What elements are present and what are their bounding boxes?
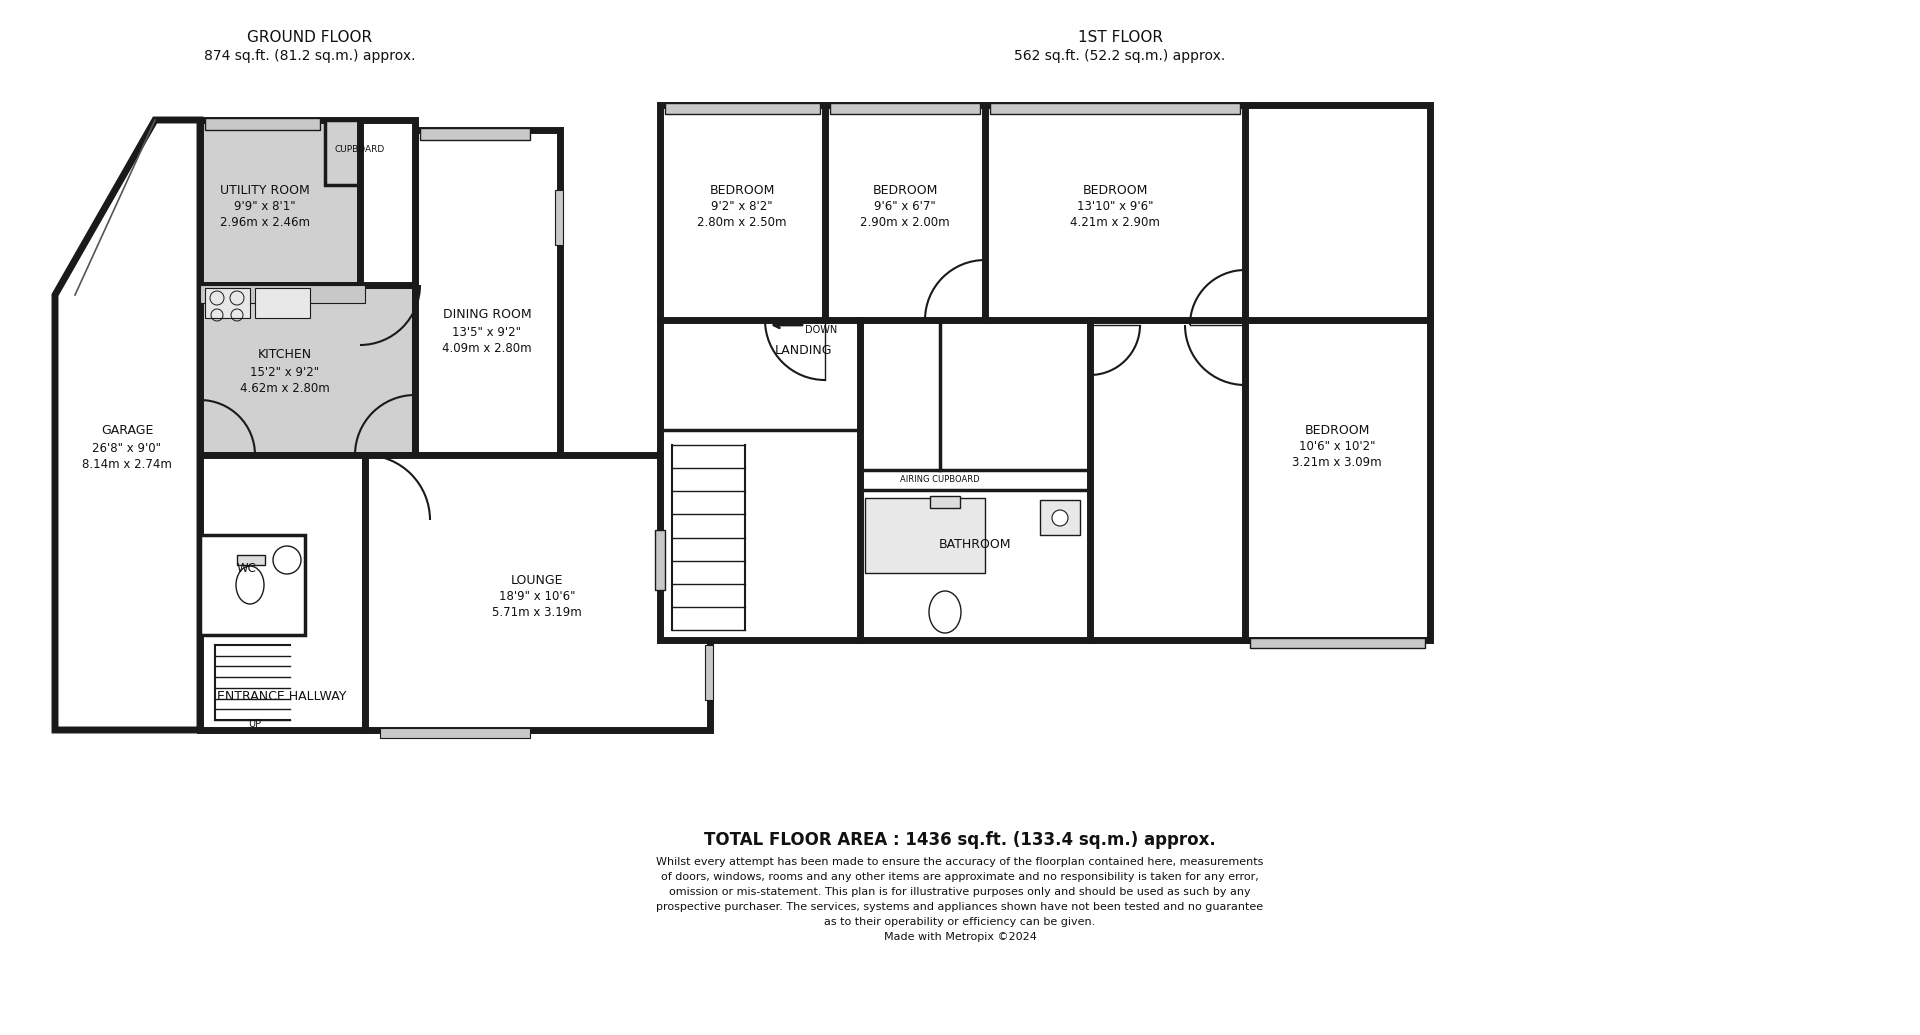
Text: CUPBOARD: CUPBOARD — [334, 146, 386, 154]
Bar — [236, 555, 265, 565]
Bar — [660, 105, 1430, 640]
Text: 562 sq.ft. (52.2 sq.m.) approx.: 562 sq.ft. (52.2 sq.m.) approx. — [1014, 49, 1225, 63]
Text: 874 sq.ft. (81.2 sq.m.) approx.: 874 sq.ft. (81.2 sq.m.) approx. — [204, 49, 417, 63]
Bar — [989, 108, 1242, 317]
Bar — [655, 530, 664, 590]
Text: GARAGE: GARAGE — [102, 423, 154, 437]
Text: LANDING: LANDING — [776, 344, 833, 356]
Text: 15'2" x 9'2": 15'2" x 9'2" — [250, 365, 319, 379]
Ellipse shape — [236, 566, 265, 604]
Text: UP: UP — [248, 719, 261, 729]
Bar — [555, 190, 563, 245]
Bar — [200, 120, 361, 285]
Text: KITCHEN: KITCHEN — [257, 349, 313, 361]
Text: UTILITY ROOM: UTILITY ROOM — [221, 183, 309, 197]
Text: BEDROOM: BEDROOM — [708, 183, 774, 197]
Ellipse shape — [929, 591, 962, 633]
Bar — [205, 288, 250, 318]
Bar — [324, 120, 396, 185]
Bar — [1041, 500, 1079, 535]
Text: of doors, windows, rooms and any other items are approximate and no responsibili: of doors, windows, rooms and any other i… — [660, 873, 1260, 882]
Text: 18'9" x 10'6": 18'9" x 10'6" — [499, 591, 576, 603]
Text: 2.90m x 2.00m: 2.90m x 2.00m — [860, 216, 950, 230]
Text: 9'2" x 8'2": 9'2" x 8'2" — [710, 201, 774, 213]
Bar — [991, 104, 1240, 114]
Text: ENTRANCE HALLWAY: ENTRANCE HALLWAY — [217, 690, 348, 704]
Text: 5.71m x 3.19m: 5.71m x 3.19m — [492, 607, 582, 620]
Bar — [200, 285, 365, 303]
Bar — [420, 128, 530, 140]
Text: AIRING CUPBOARD: AIRING CUPBOARD — [900, 475, 979, 484]
Text: 4.21m x 2.90m: 4.21m x 2.90m — [1069, 216, 1160, 230]
Text: 13'5" x 9'2": 13'5" x 9'2" — [453, 325, 522, 338]
Text: Made with Metropix ©2024: Made with Metropix ©2024 — [883, 932, 1037, 942]
Text: 8.14m x 2.74m: 8.14m x 2.74m — [83, 457, 173, 471]
Bar — [365, 455, 710, 730]
Bar — [205, 118, 321, 130]
Text: BATHROOM: BATHROOM — [939, 538, 1012, 552]
Text: 26'8" x 9'0": 26'8" x 9'0" — [92, 442, 161, 454]
Text: prospective purchaser. The services, systems and appliances shown have not been : prospective purchaser. The services, sys… — [657, 901, 1263, 912]
Text: 1ST FLOOR: 1ST FLOOR — [1077, 30, 1162, 46]
Circle shape — [1052, 510, 1068, 526]
Text: 9'9" x 8'1": 9'9" x 8'1" — [234, 201, 296, 213]
Text: DINING ROOM: DINING ROOM — [444, 308, 532, 322]
Text: 9'6" x 6'7": 9'6" x 6'7" — [874, 201, 935, 213]
Bar — [929, 496, 960, 508]
Text: 2.80m x 2.50m: 2.80m x 2.50m — [697, 216, 787, 230]
Text: TOTAL FLOOR AREA : 1436 sq.ft. (133.4 sq.m.) approx.: TOTAL FLOOR AREA : 1436 sq.ft. (133.4 sq… — [705, 831, 1215, 849]
Text: Whilst every attempt has been made to ensure the accuracy of the floorplan conta: Whilst every attempt has been made to en… — [657, 857, 1263, 867]
Text: DOWN: DOWN — [804, 325, 837, 335]
Bar — [866, 498, 985, 573]
Text: 3.21m x 3.09m: 3.21m x 3.09m — [1292, 456, 1382, 470]
Bar — [705, 645, 712, 700]
Text: LOUNGE: LOUNGE — [511, 573, 563, 587]
Bar — [200, 455, 365, 730]
Bar — [380, 728, 530, 738]
Text: omission or mis-statement. This plan is for illustrative purposes only and shoul: omission or mis-statement. This plan is … — [670, 887, 1250, 897]
Text: BEDROOM: BEDROOM — [1083, 183, 1148, 197]
Text: 4.62m x 2.80m: 4.62m x 2.80m — [240, 382, 330, 394]
Polygon shape — [56, 120, 200, 730]
Bar — [1248, 323, 1427, 637]
Bar — [662, 108, 822, 317]
Bar — [361, 120, 415, 285]
Text: 10'6" x 10'2": 10'6" x 10'2" — [1298, 441, 1375, 453]
Bar — [200, 535, 305, 635]
Circle shape — [273, 546, 301, 574]
Text: 2.96m x 2.46m: 2.96m x 2.46m — [221, 216, 309, 230]
Text: WC: WC — [236, 562, 257, 574]
Bar — [1250, 638, 1425, 648]
Text: GROUND FLOOR: GROUND FLOOR — [248, 30, 372, 46]
Bar — [200, 285, 415, 455]
Bar — [255, 288, 309, 318]
Text: as to their operability or efficiency can be given.: as to their operability or efficiency ca… — [824, 917, 1096, 927]
Bar — [415, 130, 561, 455]
Text: BEDROOM: BEDROOM — [1304, 423, 1369, 437]
Text: BEDROOM: BEDROOM — [872, 183, 937, 197]
Bar — [664, 104, 820, 114]
Text: 4.09m x 2.80m: 4.09m x 2.80m — [442, 342, 532, 355]
Text: 13'10" x 9'6": 13'10" x 9'6" — [1077, 201, 1154, 213]
Bar — [829, 104, 979, 114]
